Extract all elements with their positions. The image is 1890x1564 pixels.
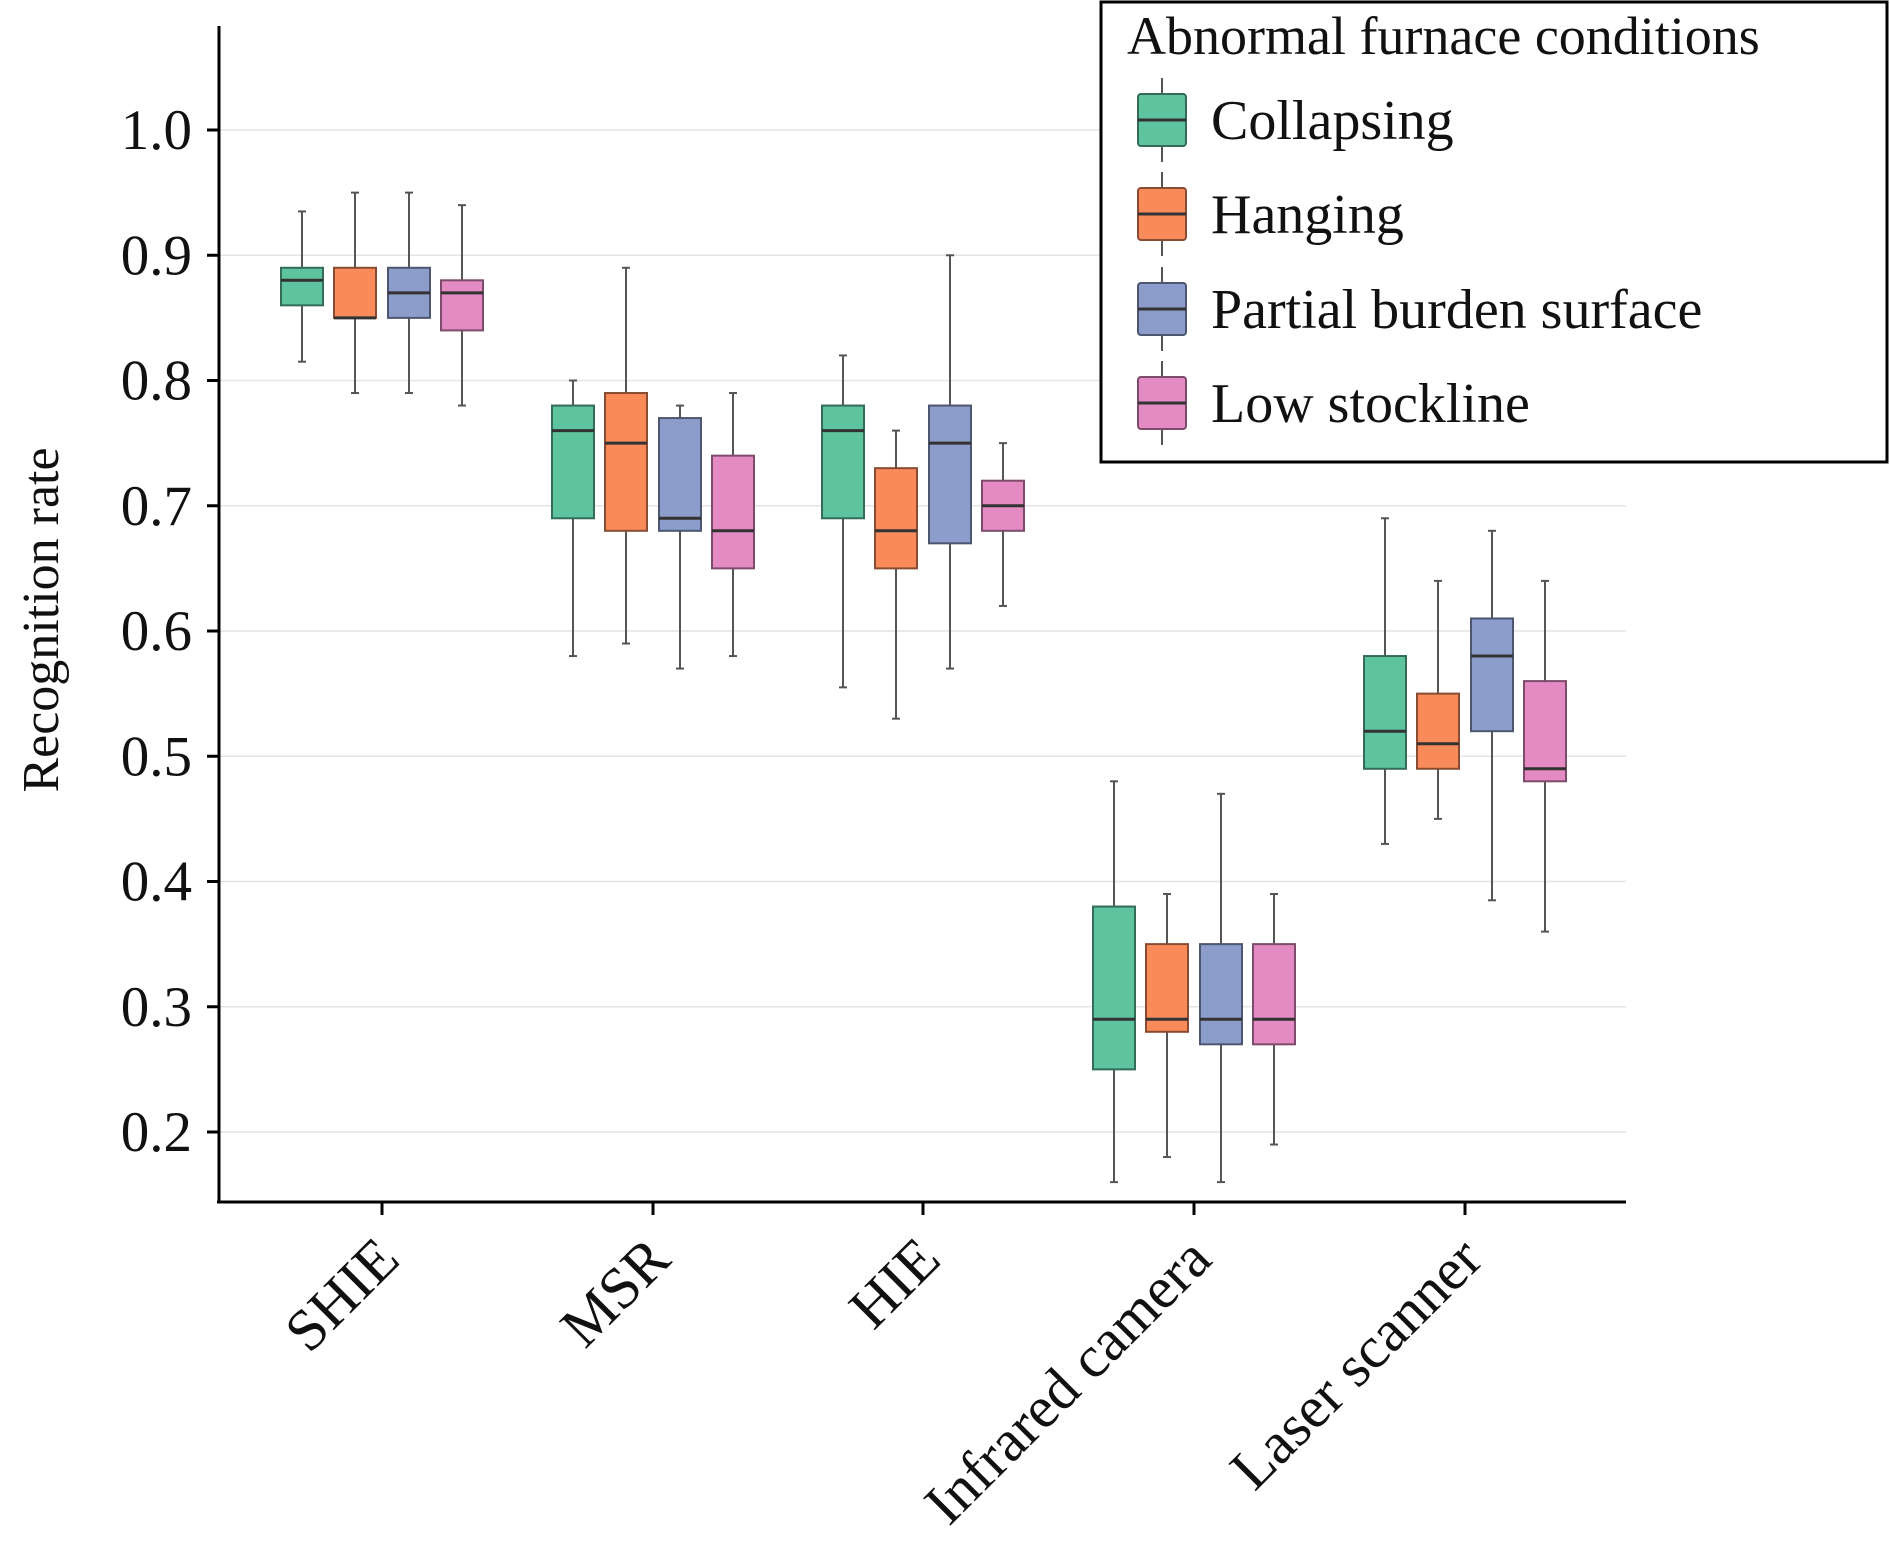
- y-tick-label: 0.7: [121, 475, 192, 538]
- box-body: [1416, 692, 1460, 770]
- legend-label: Low stockline: [1211, 373, 1530, 435]
- legend-item: Low stockline: [1137, 361, 1530, 445]
- box-hanging: [333, 191, 377, 395]
- legend-label: Collapsing: [1211, 90, 1454, 152]
- y-tick-label: 0.6: [121, 600, 192, 663]
- x-tick-label: HIE: [836, 1225, 952, 1341]
- box-low-stockline: [711, 392, 755, 658]
- box-body: [1092, 905, 1136, 1071]
- legend-frame: [1099, 0, 1889, 464]
- box-body: [1145, 943, 1189, 1033]
- y-ticks: 0.2 0.3 0.4 0.5 0.6 0.7 0.8 0.9 1.0: [121, 99, 219, 1164]
- legend-title: Abnormal furnace conditions: [1127, 6, 1760, 66]
- legend-items: Collapsing Hanging Partial burden surface L…: [1137, 78, 1702, 445]
- x-tick-label: Laser scanner: [1217, 1224, 1494, 1501]
- box-partial-burden-surface: [387, 191, 431, 395]
- box-collapsing: [1363, 517, 1407, 845]
- box-partial-burden-surface: [658, 404, 702, 670]
- box-partial-burden-surface: [1470, 529, 1514, 902]
- box-partial-burden-surface: [1199, 792, 1243, 1184]
- y-tick-label: 0.4: [121, 851, 192, 914]
- box-hanging: [1416, 579, 1460, 820]
- x-tick-label: MSR: [547, 1224, 682, 1359]
- y-tick-label: 0.3: [121, 976, 192, 1039]
- gridlines: [219, 129, 1626, 1133]
- box-body: [551, 404, 595, 520]
- box-body: [658, 417, 702, 532]
- box-body: [1363, 655, 1407, 770]
- y-tick-label: 0.2: [121, 1101, 192, 1164]
- legend-item: Hanging: [1137, 172, 1404, 256]
- box-body: [1252, 943, 1296, 1046]
- y-tick-label: 1.0: [121, 99, 192, 162]
- y-tick-label: 0.9: [121, 224, 192, 287]
- box-low-stockline: [1523, 579, 1567, 933]
- box-body: [333, 266, 377, 319]
- box-collapsing: [551, 379, 595, 658]
- y-tick-label: 0.8: [121, 350, 192, 413]
- box-partial-burden-surface: [928, 254, 972, 670]
- x-tick-label: Infrared camera: [911, 1225, 1223, 1537]
- box-hanging: [874, 429, 918, 720]
- boxes: [280, 191, 1567, 1184]
- y-axis-title: Recognition rate: [13, 447, 70, 792]
- legend-label: Partial burden surface: [1211, 279, 1702, 341]
- legend-item: Collapsing: [1137, 78, 1454, 162]
- legend-label: Hanging: [1211, 184, 1404, 246]
- box-collapsing: [280, 210, 324, 363]
- legend-item: Partial burden surface: [1137, 267, 1702, 351]
- box-body: [440, 279, 484, 332]
- box-body: [1199, 943, 1243, 1046]
- box-low-stockline: [981, 442, 1025, 607]
- box-collapsing: [821, 354, 865, 689]
- box-body: [711, 454, 755, 570]
- box-hanging: [604, 266, 648, 645]
- box-body: [1523, 680, 1567, 783]
- box-hanging: [1145, 893, 1189, 1159]
- box-body: [821, 404, 865, 520]
- box-body: [928, 404, 972, 545]
- box-body: [874, 467, 918, 570]
- box-body: [280, 266, 324, 307]
- box-low-stockline: [1252, 893, 1296, 1146]
- legend: Abnormal furnace conditions Collapsing Ha…: [1099, 0, 1889, 464]
- box-body: [1470, 617, 1514, 733]
- box-low-stockline: [440, 204, 484, 407]
- box-body: [604, 392, 648, 532]
- box-collapsing: [1092, 780, 1136, 1184]
- y-tick-label: 0.5: [121, 725, 192, 788]
- x-tick-label: SHIE: [272, 1225, 411, 1364]
